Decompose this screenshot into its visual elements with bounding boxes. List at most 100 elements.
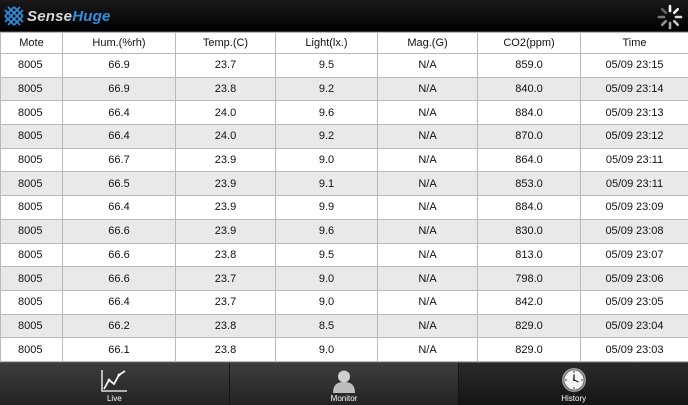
temperature-cell: 23.8	[176, 338, 276, 362]
mote-cell: 8005	[1, 125, 63, 149]
magnetic-cell: N/A	[378, 338, 478, 362]
magnetic-cell: N/A	[378, 314, 478, 338]
mote-cell: 8005	[1, 314, 63, 338]
temperature-cell: 23.9	[176, 172, 276, 196]
mote-cell: 8005	[1, 243, 63, 267]
humidity-cell: 66.6	[63, 243, 176, 267]
clock-icon	[561, 367, 587, 393]
mote-cell: 8005	[1, 196, 63, 220]
column-header-humidity[interactable]: Hum.(%rh)	[63, 33, 176, 54]
column-header-co2[interactable]: CO2(ppm)	[478, 33, 581, 54]
humidity-cell: 66.9	[63, 54, 176, 78]
column-header-time[interactable]: Time	[581, 33, 688, 54]
light-cell: 9.9	[276, 196, 378, 220]
temperature-cell: 23.7	[176, 54, 276, 78]
time-cell: 05/09 23:13	[581, 101, 688, 125]
column-header-magnetic[interactable]: Mag.(G)	[378, 33, 478, 54]
magnetic-cell: N/A	[378, 196, 478, 220]
time-cell: 05/09 23:03	[581, 338, 688, 362]
magnetic-cell: N/A	[378, 101, 478, 125]
humidity-cell: 66.6	[63, 219, 176, 243]
mote-cell: 8005	[1, 290, 63, 314]
light-cell: 8.5	[276, 314, 378, 338]
magnetic-cell: N/A	[378, 267, 478, 291]
temperature-cell: 24.0	[176, 125, 276, 149]
loading-spinner-icon	[656, 3, 684, 31]
temperature-cell: 24.0	[176, 101, 276, 125]
light-cell: 9.1	[276, 172, 378, 196]
time-cell: 05/09 23:14	[581, 77, 688, 101]
history-table: Mote Hum.(%rh) Temp.(C) Light(lx.) Mag.(…	[0, 32, 688, 362]
co2-cell: 830.0	[478, 219, 581, 243]
co2-cell: 829.0	[478, 338, 581, 362]
light-cell: 9.0	[276, 148, 378, 172]
mote-cell: 8005	[1, 77, 63, 101]
light-cell: 9.5	[276, 54, 378, 78]
time-cell: 05/09 23:11	[581, 172, 688, 196]
magnetic-cell: N/A	[378, 243, 478, 267]
app-logo: SenseHuge	[4, 5, 111, 27]
light-cell: 9.6	[276, 219, 378, 243]
humidity-cell: 66.9	[63, 77, 176, 101]
magnetic-cell: N/A	[378, 54, 478, 78]
column-header-light[interactable]: Light(lx.)	[276, 33, 378, 54]
magnetic-cell: N/A	[378, 219, 478, 243]
app-title: SenseHuge	[27, 8, 111, 25]
time-cell: 05/09 23:06	[581, 267, 688, 291]
temperature-cell: 23.8	[176, 77, 276, 101]
mote-cell: 8005	[1, 54, 63, 78]
temperature-cell: 23.9	[176, 196, 276, 220]
mote-cell: 8005	[1, 148, 63, 172]
sensehuge-logo-icon	[4, 6, 24, 26]
light-cell: 9.2	[276, 125, 378, 149]
co2-cell: 842.0	[478, 290, 581, 314]
time-cell: 05/09 23:05	[581, 290, 688, 314]
tab-live[interactable]: Live	[0, 363, 230, 405]
co2-cell: 870.0	[478, 125, 581, 149]
magnetic-cell: N/A	[378, 125, 478, 149]
temperature-cell: 23.8	[176, 314, 276, 338]
temperature-cell: 23.9	[176, 219, 276, 243]
humidity-cell: 66.5	[63, 172, 176, 196]
line-chart-icon	[100, 369, 128, 393]
magnetic-cell: N/A	[378, 172, 478, 196]
time-cell: 05/09 23:07	[581, 243, 688, 267]
humidity-cell: 66.2	[63, 314, 176, 338]
humidity-cell: 66.4	[63, 196, 176, 220]
co2-cell: 884.0	[478, 196, 581, 220]
bottom-tab-bar: Live Monitor History	[0, 362, 688, 405]
co2-cell: 798.0	[478, 267, 581, 291]
co2-cell: 859.0	[478, 54, 581, 78]
light-cell: 9.2	[276, 77, 378, 101]
mote-cell: 8005	[1, 172, 63, 196]
light-cell: 9.0	[276, 290, 378, 314]
tab-history[interactable]: History	[459, 363, 688, 405]
column-header-temperature[interactable]: Temp.(C)	[176, 33, 276, 54]
magnetic-cell: N/A	[378, 148, 478, 172]
column-header-mote[interactable]: Mote	[1, 33, 63, 54]
tab-monitor[interactable]: Monitor	[230, 363, 460, 405]
tab-monitor-label: Monitor	[331, 394, 358, 403]
co2-cell: 829.0	[478, 314, 581, 338]
mote-cell: 8005	[1, 267, 63, 291]
time-cell: 05/09 23:11	[581, 148, 688, 172]
time-cell: 05/09 23:15	[581, 54, 688, 78]
table-header-row: Mote Hum.(%rh) Temp.(C) Light(lx.) Mag.(…	[1, 33, 688, 54]
co2-cell: 840.0	[478, 77, 581, 101]
humidity-cell: 66.7	[63, 148, 176, 172]
tab-history-label: History	[561, 394, 586, 403]
humidity-cell: 66.4	[63, 101, 176, 125]
